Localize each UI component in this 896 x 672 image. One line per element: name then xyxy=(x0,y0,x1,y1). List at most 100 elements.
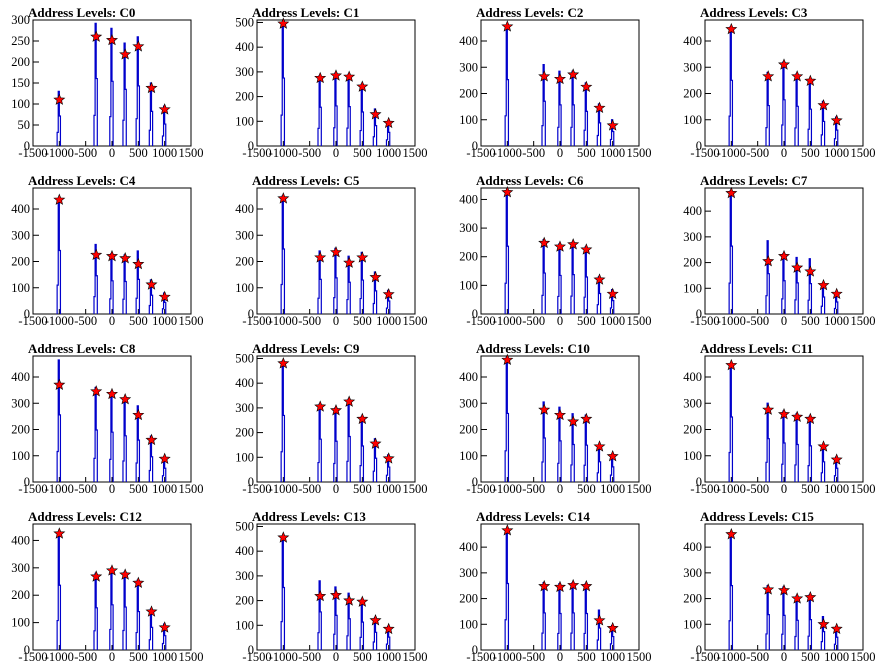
peak-marker xyxy=(830,114,843,126)
x-tick-label: 500 xyxy=(353,146,372,160)
y-tick-label: 200 xyxy=(459,250,478,264)
y-tick-label: 0 xyxy=(472,139,478,153)
y-tick-label: 300 xyxy=(683,396,702,410)
x-tick-label: 500 xyxy=(129,650,148,664)
chart-title: Address Levels: C7 xyxy=(700,173,808,188)
x-tick-label: 0 xyxy=(781,650,787,664)
y-tick-label: 200 xyxy=(235,255,254,269)
y-tick-label: 200 xyxy=(235,426,254,440)
peak-marker xyxy=(501,353,514,366)
y-tick-label: 200 xyxy=(683,592,702,606)
peak-marker xyxy=(329,69,343,81)
y-tick-label: 0 xyxy=(248,475,254,489)
chart-panel-9: Address Levels: C90100200300400500-1500-… xyxy=(235,341,427,496)
x-tick-label: 1000 xyxy=(152,314,177,328)
peak-marker xyxy=(725,186,738,199)
x-tick-label: 0 xyxy=(557,314,563,328)
histogram-spike xyxy=(765,240,770,314)
peak-marker xyxy=(580,579,593,592)
y-tick-label: 400 xyxy=(683,34,702,48)
histogram-spike xyxy=(317,250,322,314)
x-tick-label: -1000 xyxy=(269,482,298,496)
y-tick-label: 500 xyxy=(235,15,254,29)
peak-marker xyxy=(119,252,132,264)
x-tick-label: -500 xyxy=(74,482,97,496)
peak-marker xyxy=(501,185,514,198)
chart-title: Address Levels: C4 xyxy=(28,173,136,188)
histogram-spike xyxy=(122,397,127,482)
histogram-spike xyxy=(372,108,378,146)
histogram-spike xyxy=(346,398,351,482)
x-tick-label: 1500 xyxy=(851,314,876,328)
peak-marker xyxy=(593,101,606,114)
peak-marker xyxy=(725,22,738,35)
peak-marker xyxy=(329,245,343,258)
histogram-spike xyxy=(765,71,770,146)
histogram-spike xyxy=(728,363,734,482)
y-tick-label: 200 xyxy=(235,594,254,608)
chart-panel-6: Address Levels: C6 0 100 200 300 400 -1500-100… xyxy=(459,173,651,328)
peak-marker xyxy=(277,531,290,543)
chart-panel-11: Address Levels: C11 0 100 200 300 400 -1500-10… xyxy=(683,341,875,496)
peak-marker xyxy=(90,570,103,582)
y-tick-label: 200 xyxy=(683,423,702,437)
chart-title: Address Levels: C15 xyxy=(700,509,814,524)
x-tick-label: -1000 xyxy=(717,482,746,496)
peak-marker xyxy=(606,621,619,634)
x-tick-label: 1500 xyxy=(403,482,428,496)
peak-marker xyxy=(501,524,514,536)
y-tick-label: 500 xyxy=(235,351,254,365)
x-tick-label: 1500 xyxy=(627,482,652,496)
x-tick-label: 1000 xyxy=(600,146,625,160)
chart-panel-5: Address Levels: C5 0 100 200 300 400 -1500-100… xyxy=(235,173,427,328)
y-tick-label: 400 xyxy=(235,40,254,54)
peak-marker xyxy=(777,407,791,420)
histogram-spike xyxy=(280,535,286,650)
histogram-spike xyxy=(93,572,98,650)
histogram-spike xyxy=(93,243,98,314)
x-tick-label: 500 xyxy=(129,482,148,496)
x-tick-label: 1000 xyxy=(376,146,401,160)
histogram-spike xyxy=(280,195,286,314)
peak-marker xyxy=(538,236,551,249)
y-tick-label: 100 xyxy=(683,281,702,295)
x-tick-label: -1500 xyxy=(466,146,495,160)
peak-marker xyxy=(314,251,327,263)
chart-title: Address Levels: C11 xyxy=(700,341,813,356)
peak-marker xyxy=(356,412,369,425)
x-tick-label: -500 xyxy=(522,482,545,496)
y-tick-label: 100 xyxy=(11,281,30,295)
y-tick-label: 300 xyxy=(235,228,254,242)
histogram-spike xyxy=(333,247,338,314)
peak-marker xyxy=(105,249,119,262)
peak-marker xyxy=(53,93,66,105)
y-tick-label: 50 xyxy=(18,118,31,132)
chart-title: Address Levels: C10 xyxy=(476,341,590,356)
histogram-spike xyxy=(280,360,286,482)
histogram-spike xyxy=(122,42,127,146)
x-tick-label: 1000 xyxy=(600,650,625,664)
y-tick-label: 400 xyxy=(459,192,478,206)
x-tick-label: -1000 xyxy=(45,314,74,328)
x-tick-label: -1000 xyxy=(717,146,746,160)
peak-marker xyxy=(343,256,356,268)
chart-title: Address Levels: C6 xyxy=(476,173,584,188)
x-tick-label: -1500 xyxy=(466,650,495,664)
histogram-spike xyxy=(504,190,510,314)
peak-marker xyxy=(817,278,830,291)
y-tick-label: 400 xyxy=(683,540,702,554)
peak-marker xyxy=(804,265,817,277)
peak-marker xyxy=(356,595,369,607)
y-tick-label: 0 xyxy=(24,643,30,657)
x-tick-label: 1500 xyxy=(627,146,652,160)
y-tick-label: 400 xyxy=(11,370,30,384)
x-tick-label: -1500 xyxy=(466,482,495,496)
x-tick-label: 0 xyxy=(333,146,339,160)
x-tick-label: -500 xyxy=(74,314,97,328)
y-tick-label: 400 xyxy=(235,202,254,216)
histogram-spike xyxy=(93,22,98,146)
y-tick-label: 400 xyxy=(11,202,30,216)
x-tick-label: -500 xyxy=(746,650,769,664)
y-tick-label: 400 xyxy=(683,370,702,384)
x-tick-label: 500 xyxy=(353,650,372,664)
